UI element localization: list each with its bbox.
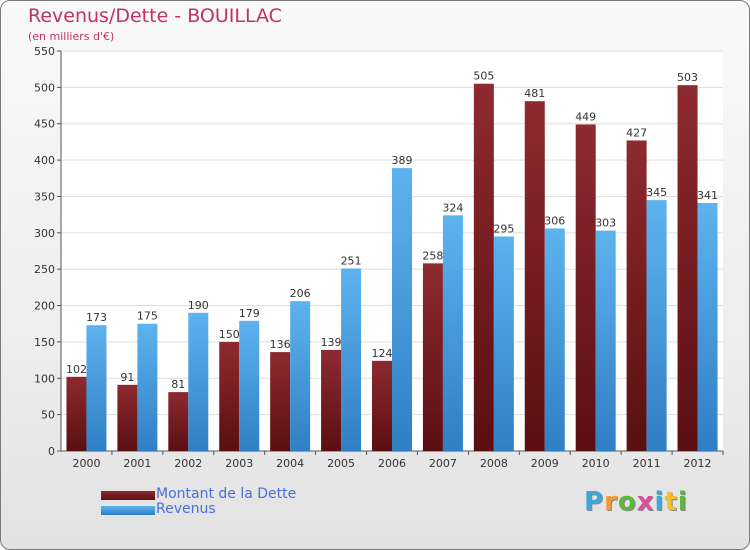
- proxiti-logo: Proxiti: [584, 487, 688, 517]
- data-label: 190: [188, 299, 209, 312]
- y-tick-label: 400: [34, 154, 55, 167]
- bar-revenus-2009: [544, 228, 565, 451]
- logo-letter: r: [604, 487, 618, 517]
- bar-revenus-2010: [595, 230, 616, 451]
- logo-letter: P: [584, 487, 605, 517]
- data-label: 481: [524, 87, 545, 100]
- y-tick-label: 250: [34, 263, 55, 276]
- bar-revenus-2001: [137, 323, 158, 451]
- data-label: 136: [270, 338, 291, 351]
- y-tick-label: 450: [34, 118, 55, 131]
- data-label: 449: [575, 110, 596, 123]
- bar-dette-2005: [321, 349, 342, 451]
- bar-revenus-2011: [646, 200, 667, 451]
- x-tick-label: 2012: [684, 457, 712, 470]
- bar-dette-2011: [626, 140, 647, 452]
- bar-dette-2000: [66, 376, 87, 451]
- y-tick-label: 100: [34, 372, 55, 385]
- bar-revenus-2006: [392, 168, 412, 451]
- y-tick-label: 350: [34, 190, 55, 203]
- x-tick-label: 2010: [582, 457, 610, 470]
- data-label: 389: [392, 154, 413, 167]
- data-label: 139: [321, 336, 342, 349]
- legend-swatch-dette: [101, 491, 155, 500]
- bar-revenus-2004: [290, 301, 311, 451]
- data-labels: 102 173 91 175 81 190 150 179 136 206 139 251 124 389…: [66, 70, 718, 391]
- x-tick-label: 2007: [429, 457, 457, 470]
- chart-subtitle: (en milliers d'€): [28, 30, 115, 43]
- data-label: 341: [697, 189, 718, 202]
- logo-letter: o: [617, 487, 637, 517]
- x-tick-label: 2001: [123, 457, 151, 470]
- y-tick-label: 300: [34, 227, 55, 240]
- data-label: 427: [626, 126, 647, 139]
- bar-dette-2001: [117, 384, 138, 451]
- bar-dette-2004: [270, 352, 291, 451]
- x-tick-label: 2004: [276, 457, 304, 470]
- bar-revenus-2007: [442, 215, 463, 451]
- y-tick-label: 150: [34, 336, 55, 349]
- data-label: 81: [171, 378, 185, 391]
- x-tick-label: 2008: [480, 457, 508, 470]
- bar-dette-2010: [575, 124, 596, 452]
- bar-dette-2009: [524, 101, 545, 451]
- bar-revenus-2000: [86, 325, 107, 451]
- bar-dette-2012: [677, 85, 698, 451]
- data-label: 175: [137, 310, 158, 323]
- x-tick-label: 2005: [327, 457, 355, 470]
- data-label: 124: [372, 347, 393, 360]
- x-tick-label: 2009: [531, 457, 559, 470]
- x-tick-label: 2006: [378, 457, 406, 470]
- data-label: 258: [422, 249, 443, 262]
- logo-letter: t: [664, 487, 678, 517]
- data-label: 306: [544, 214, 565, 227]
- bar-revenus-2002: [188, 312, 209, 451]
- data-label: 150: [219, 328, 240, 341]
- data-label: 179: [239, 307, 260, 320]
- chart-title: Revenus/Dette - BOUILLAC: [28, 5, 282, 27]
- x-tick-label: 2000: [72, 457, 100, 470]
- y-tick-label: 50: [41, 409, 55, 422]
- bar-revenus-2012: [697, 203, 718, 451]
- bar-revenus-2005: [341, 268, 362, 451]
- bar-dette-2008: [473, 83, 494, 452]
- y-tick-label: 500: [34, 81, 55, 94]
- bar-dette-2006: [372, 360, 392, 451]
- bar-dette-2003: [219, 341, 240, 451]
- data-label: 173: [86, 311, 107, 324]
- y-tick-label: 200: [34, 300, 55, 313]
- bar-revenus-2008: [493, 236, 514, 451]
- data-label: 303: [595, 217, 616, 230]
- bar-revenus-2003: [239, 320, 260, 451]
- x-tick-label: 2011: [633, 457, 661, 470]
- data-label: 206: [290, 287, 311, 300]
- y-tick-label: 550: [34, 45, 55, 58]
- data-label: 91: [120, 371, 134, 384]
- logo-letter: i: [654, 487, 665, 517]
- data-label: 102: [66, 363, 87, 376]
- legend-label-revenus: Revenus: [156, 501, 216, 517]
- x-tick-label: 2002: [174, 457, 202, 470]
- legend-swatch-revenus: [101, 506, 155, 515]
- data-label: 251: [341, 254, 362, 267]
- bars: [66, 83, 718, 452]
- logo-letter: x: [636, 487, 655, 517]
- bar-dette-2002: [168, 392, 189, 451]
- data-label: 295: [493, 222, 514, 235]
- legend-label-dette: Montant de la Dette: [156, 486, 297, 502]
- logo-letter: i: [677, 487, 688, 517]
- bar-dette-2007: [422, 263, 443, 451]
- y-tick-label: 0: [48, 445, 55, 458]
- data-label: 324: [442, 201, 463, 214]
- x-tick-label: 2003: [225, 457, 253, 470]
- data-label: 505: [473, 70, 494, 83]
- data-label: 503: [677, 71, 698, 84]
- data-label: 345: [646, 186, 667, 199]
